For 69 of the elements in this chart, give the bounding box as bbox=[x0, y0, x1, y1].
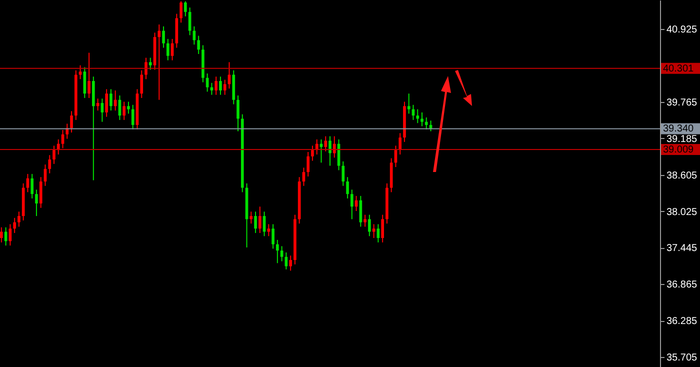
candlestick bbox=[110, 88, 112, 112]
candlestick bbox=[0, 226, 3, 243]
candlestick bbox=[332, 136, 336, 158]
candlestick bbox=[83, 66, 86, 98]
candlestick bbox=[127, 101, 130, 114]
candlestick bbox=[214, 76, 218, 96]
ref-line-label: 40.301 bbox=[663, 63, 694, 74]
candlestick bbox=[342, 160, 345, 186]
candlestick bbox=[219, 76, 222, 96]
candlestick bbox=[420, 112, 424, 127]
candlestick bbox=[184, 0, 187, 17]
ref-line-label: 39.009 bbox=[663, 144, 694, 156]
candlestick bbox=[206, 72, 209, 92]
candlestick bbox=[381, 214, 384, 243]
candlestick bbox=[30, 173, 34, 199]
candlestick bbox=[424, 116, 428, 130]
candlestick bbox=[105, 88, 108, 118]
candlestick bbox=[18, 211, 20, 228]
candlestick bbox=[122, 101, 126, 120]
candlestick bbox=[280, 246, 284, 262]
candlestick bbox=[35, 189, 38, 217]
candlestick bbox=[236, 94, 240, 132]
candlestick bbox=[39, 176, 42, 208]
candlestick bbox=[223, 79, 226, 96]
candlestick bbox=[114, 90, 117, 112]
candlestick bbox=[289, 255, 292, 272]
y-tick-label: 40.925 bbox=[666, 24, 698, 36]
candlestick bbox=[88, 52, 90, 98]
candlestick bbox=[364, 214, 366, 228]
candlestick bbox=[131, 104, 134, 130]
y-tick-label: 36.285 bbox=[666, 316, 698, 328]
y-tick-label: 38.025 bbox=[666, 206, 698, 218]
candlestick bbox=[70, 110, 73, 134]
candlestick bbox=[140, 70, 144, 98]
candlestick bbox=[52, 145, 56, 164]
y-tick-label: 36.865 bbox=[666, 280, 698, 291]
candlestick bbox=[398, 132, 402, 155]
candlestick bbox=[258, 206, 262, 234]
candlestick bbox=[311, 145, 314, 162]
candlestick bbox=[162, 26, 165, 48]
candlestick bbox=[368, 214, 371, 237]
y-tick-label: 38.605 bbox=[666, 170, 698, 182]
candlestick bbox=[166, 38, 170, 61]
candlestick bbox=[158, 24, 161, 100]
y-tick-label: 37.445 bbox=[666, 243, 698, 254]
candlestick bbox=[407, 93, 410, 114]
y-tick-label: 39.185 bbox=[666, 134, 698, 145]
candlestick bbox=[346, 176, 349, 199]
candlestick bbox=[148, 57, 152, 70]
candlestick bbox=[350, 189, 354, 220]
candlestick bbox=[306, 151, 310, 177]
candlestick bbox=[197, 35, 200, 55]
candlestick bbox=[13, 217, 16, 234]
candlestick bbox=[272, 224, 274, 250]
candlestick bbox=[359, 195, 362, 228]
y-tick-label: 39.765 bbox=[666, 98, 698, 109]
candlestick bbox=[180, 0, 182, 24]
candlestick bbox=[66, 123, 69, 140]
candlestick bbox=[144, 57, 148, 80]
ref-line-label: 39.340 bbox=[663, 124, 694, 135]
candlestick bbox=[250, 211, 253, 224]
candlestick bbox=[324, 136, 328, 152]
candlestick bbox=[267, 224, 270, 237]
candlestick bbox=[48, 154, 52, 174]
candlestick bbox=[254, 211, 257, 234]
candlestick bbox=[416, 108, 420, 124]
candlestick bbox=[276, 239, 279, 264]
y-tick-label: 35.705 bbox=[666, 352, 698, 364]
candlestick bbox=[328, 136, 332, 166]
